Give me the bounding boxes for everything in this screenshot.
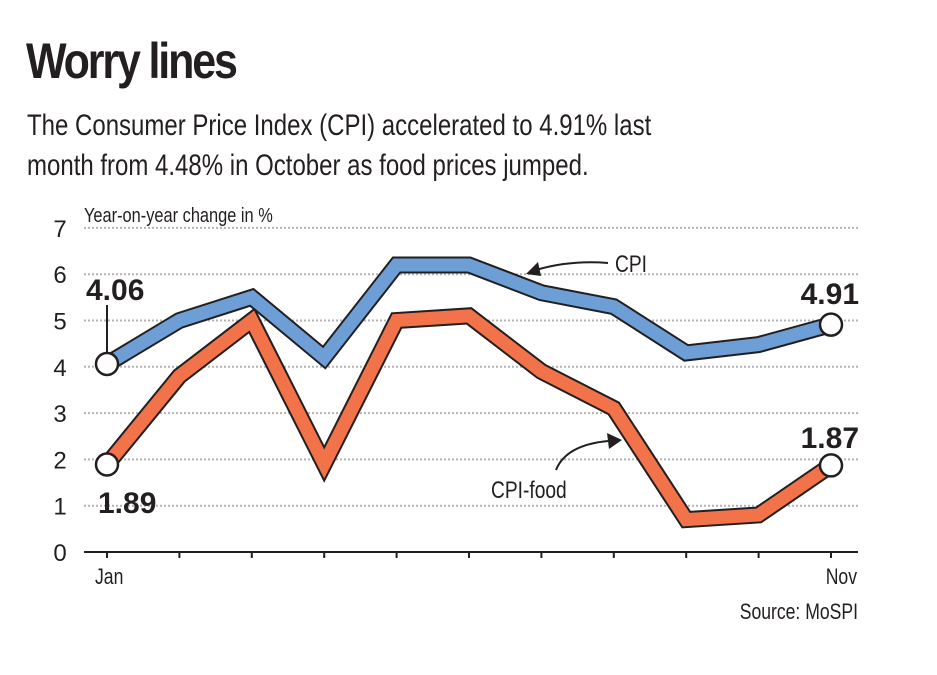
x-tick-label-jan: Jan: [95, 565, 123, 589]
value-label-cpi-nov: 4.91: [801, 278, 859, 311]
endpoint-marker: [94, 351, 120, 377]
chart-subtitle: The Consumer Price Index (CPI) accelerat…: [27, 106, 651, 186]
cpi-food-series-label: CPI-food: [491, 476, 567, 504]
subtitle-line-1: The Consumer Price Index (CPI) accelerat…: [27, 109, 652, 142]
subtitle-line-2: month from 4.48% in October as food pric…: [27, 149, 589, 182]
y-tick-label: 5: [53, 309, 66, 336]
x-axis: Jan Nov: [84, 551, 858, 590]
y-axis-labels: 0 1 2 3 4 5 6 7: [53, 216, 66, 567]
series-lines: [100, 256, 836, 529]
source-note: Source: MoSPI: [740, 600, 858, 624]
y-tick-label: 0: [53, 540, 66, 567]
y-tick-label: 3: [53, 401, 66, 428]
gridlines: [84, 226, 858, 507]
y-axis-title: Year-on-year change in %: [84, 203, 273, 226]
y-tick-label: 6: [53, 262, 66, 289]
annotations: 4.06 1.89 4.91 1.87 CPI CPI-food: [86, 250, 859, 520]
value-label-food-jan: 1.89: [98, 487, 156, 520]
value-label-cpi-jan: 4.06: [86, 274, 144, 307]
y-tick-label: 1: [53, 494, 66, 521]
endpoint-marker: [818, 453, 844, 478]
cpi-series-label: CPI: [615, 250, 647, 278]
cpi-food-arrowhead-icon: [607, 433, 622, 449]
cpi-line: [103, 258, 833, 370]
y-tick-label: 4: [53, 355, 66, 382]
value-label-food-nov: 1.87: [801, 422, 859, 455]
endpoint-marker: [94, 452, 120, 477]
cpi-arrowhead-icon: [526, 262, 541, 276]
cpi-food-line: [101, 309, 835, 527]
y-tick-label: 7: [53, 216, 66, 243]
x-tick-label-nov: Nov: [826, 565, 857, 589]
endpoint-marker: [818, 312, 844, 337]
y-tick-label: 2: [53, 447, 66, 474]
chart-title: Worry lines: [26, 33, 238, 89]
cpi-arrow: [535, 261, 609, 271]
cpi-food-arrow: [555, 440, 609, 471]
